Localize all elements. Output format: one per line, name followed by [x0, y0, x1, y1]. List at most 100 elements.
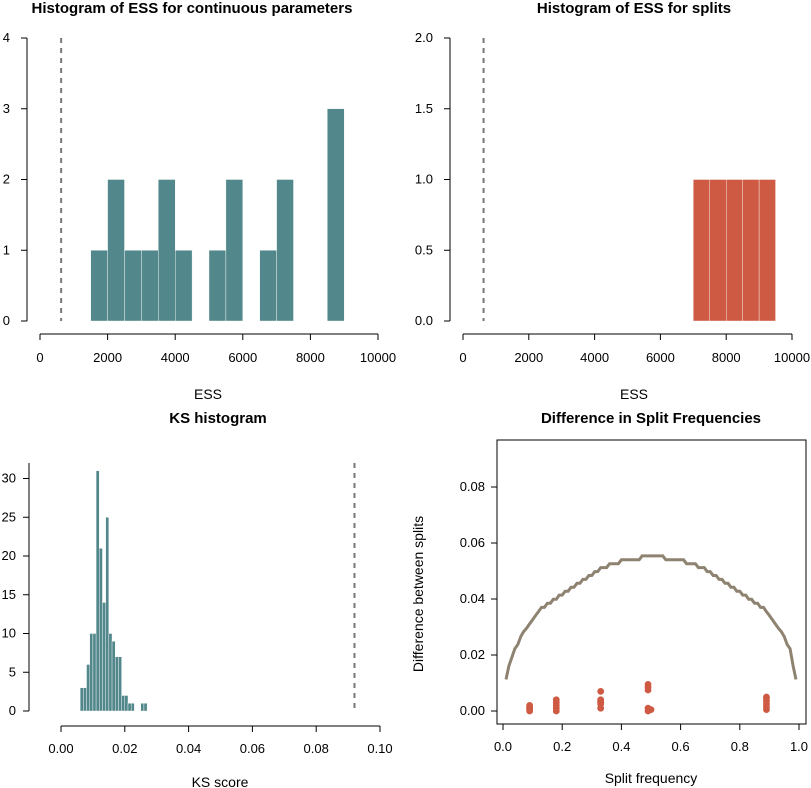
histogram-bar [742, 179, 760, 322]
y-tick-label: 25 [2, 509, 16, 524]
x-tick-label: 0.2 [553, 739, 571, 754]
histogram-bar [124, 250, 142, 322]
histogram-bars [90, 108, 345, 322]
y-ticks: 0 1 2 3 4 [3, 30, 27, 328]
y-tick-label: 0 [3, 313, 10, 328]
x-axis-label: ESS [620, 386, 648, 402]
y-ticks: 0.00 0.02 0.04 0.06 0.08 [460, 479, 497, 718]
scatter-point [644, 681, 652, 688]
histogram-bar [259, 250, 277, 322]
x-tick-label: 8000 [296, 350, 325, 365]
x-axis-label: ESS [194, 386, 222, 402]
histogram-bar [118, 656, 122, 712]
x-tick-label: 0 [36, 350, 43, 365]
histogram-bar [115, 656, 119, 712]
histogram-bar [709, 179, 727, 322]
x-tick-label: 10000 [360, 350, 396, 365]
histogram-bar [276, 179, 294, 322]
y-tick-label: 2 [3, 172, 10, 187]
histogram-bars [79, 470, 148, 712]
histogram-bar [225, 179, 243, 322]
y-tick-label: 0.06 [460, 535, 485, 550]
histogram-bar [141, 250, 159, 322]
histogram-bar [327, 108, 345, 322]
split-frequencies-panel: Difference in Split Frequencies 0.00 0.02… [410, 410, 808, 786]
histogram-bar [107, 179, 125, 322]
x-ticks: 0 2000 4000 6000 8000 10000 [459, 334, 810, 365]
y-tick-label: 15 [2, 587, 16, 602]
y-tick-label: 0.0 [415, 313, 433, 328]
scatter-point [647, 706, 655, 713]
histogram-bar [158, 179, 176, 322]
y-ticks: 0 5 10 15 20 25 30 [2, 471, 29, 718]
histogram-bar [124, 695, 129, 712]
y-tick-label: 1.5 [415, 101, 433, 116]
x-tick-label: 2000 [514, 350, 543, 365]
histogram-bar [83, 687, 87, 712]
x-tick-label: 6000 [228, 350, 257, 365]
histogram-bar [108, 633, 113, 712]
histogram-bar [693, 179, 710, 322]
x-ticks: 0.0 0.2 0.4 0.6 0.8 1.0 [494, 724, 808, 754]
ess-continuous-histogram-panel: Histogram of ESS for continuous paramete… [3, 0, 396, 402]
x-tick-label: 0.0 [494, 739, 512, 754]
y-tick-label: 0.00 [460, 703, 485, 718]
y-axis-label: Difference between splits [410, 516, 426, 672]
scatter-point [763, 693, 770, 701]
y-tick-label: 4 [3, 30, 10, 45]
x-axis-label: Split frequency [605, 770, 698, 786]
x-tick-label: 8000 [712, 350, 741, 365]
x-tick-label: 4000 [580, 350, 609, 365]
histogram-bar [79, 687, 84, 712]
x-tick-label: 0.04 [176, 741, 201, 756]
x-tick-label: 10000 [774, 350, 810, 365]
histogram-bar [121, 695, 126, 712]
y-tick-label: 2.0 [415, 30, 433, 45]
ess-splits-histogram-panel: Histogram of ESS for splits 0.0 0.5 1.0 1.5… [415, 0, 810, 402]
x-tick-label: 0.6 [672, 739, 690, 754]
x-tick-label: 0 [459, 350, 466, 365]
panel-title: Histogram of ESS for continuous paramete… [32, 0, 353, 17]
histogram-bar [92, 633, 97, 712]
histogram-bar [127, 703, 132, 712]
x-tick-label: 0.06 [240, 741, 265, 756]
x-tick-label: 0.08 [304, 741, 329, 756]
histogram-bar [89, 633, 94, 712]
y-tick-label: 20 [2, 548, 16, 563]
y-tick-label: 1 [3, 242, 10, 257]
x-tick-label: 2000 [93, 350, 122, 365]
y-tick-label: 3 [3, 101, 10, 116]
plot-box [496, 439, 807, 725]
histogram-bar [130, 703, 135, 712]
histogram-bar [208, 250, 227, 322]
y-tick-label: 0.08 [460, 479, 485, 494]
panel-title: Histogram of ESS for splits [537, 0, 731, 17]
scatter-point [597, 696, 605, 704]
y-ticks: 0.0 0.5 1.0 1.5 2.0 [415, 30, 450, 328]
scatter-points [526, 681, 770, 715]
x-tick-label: 6000 [646, 350, 675, 365]
x-tick-label: 0.02 [112, 741, 137, 756]
scatter-point [526, 702, 534, 709]
x-ticks: 0 2000 4000 6000 8000 10000 [36, 334, 396, 365]
y-tick-label: 0.04 [460, 591, 485, 606]
x-axis-label: KS score [192, 774, 249, 788]
histogram-bar [111, 641, 116, 712]
x-tick-label: 0.00 [48, 741, 73, 756]
y-tick-label: 1.0 [415, 172, 433, 187]
histogram-bar [143, 703, 148, 712]
y-tick-label: 0 [9, 703, 16, 718]
x-tick-label: 1.0 [790, 739, 808, 754]
y-tick-label: 5 [9, 664, 16, 679]
histogram-bar [102, 602, 106, 712]
histogram-bar [726, 179, 743, 322]
x-ticks: 0.00 0.02 0.04 0.06 0.08 0.10 [48, 726, 393, 756]
x-tick-label: 4000 [161, 350, 190, 365]
histogram-bar [99, 548, 103, 712]
histogram-bar [758, 179, 776, 322]
histogram-bar [140, 703, 145, 712]
histogram-bars [693, 179, 776, 322]
histogram-bar [174, 250, 193, 322]
